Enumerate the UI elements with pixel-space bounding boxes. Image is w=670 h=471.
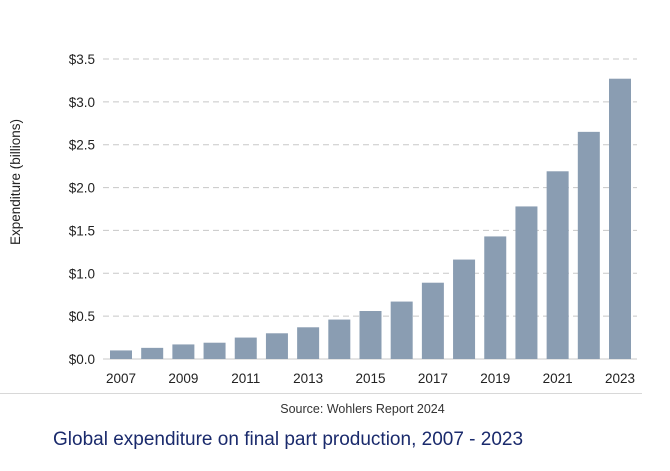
x-tick-label: 2015 <box>355 371 385 386</box>
y-tick-label: $0.5 <box>69 309 95 324</box>
bar-2015 <box>359 311 382 359</box>
divider <box>0 393 642 394</box>
bars <box>110 78 631 360</box>
bar-2014 <box>328 319 351 359</box>
y-axis-label: Expenditure (billions) <box>8 119 23 245</box>
y-tick-label: $3.0 <box>69 95 95 110</box>
bar-2020 <box>515 206 538 359</box>
x-tick-label: 2009 <box>168 371 198 386</box>
bar-2008 <box>141 347 164 359</box>
bar-2012 <box>265 333 288 359</box>
x-tick-label: 2017 <box>418 371 448 386</box>
bar-2021 <box>546 171 569 359</box>
y-tick-label: $2.0 <box>69 181 95 196</box>
y-tick-labels: $0.0 $0.5 $1.0 $1.5 $2.0 $2.5 $3.0 $3.5 <box>69 52 95 367</box>
y-tick-label: $2.5 <box>69 138 95 153</box>
bar-chart: $0.0$0.5$1.0$1.5$2.0$2.5$3.0$3.5 2007 200… <box>8 52 637 386</box>
bar-2019 <box>484 236 507 359</box>
x-tick-labels: 2007 2009 2011 2013 2015 2017 2019 2021 2023 <box>106 371 635 386</box>
bar-2011 <box>234 337 257 359</box>
x-tick-label: 2021 <box>543 371 573 386</box>
bar-2013 <box>297 327 320 359</box>
bar-2023 <box>609 78 631 360</box>
figure-caption: Global expenditure on final part product… <box>53 429 524 450</box>
y-tick-label: $1.5 <box>69 223 95 238</box>
y-tick-label: $0.0 <box>69 352 95 367</box>
bar-2018 <box>453 259 476 359</box>
x-tick-label: 2013 <box>293 371 323 386</box>
bar-2007 <box>110 350 132 359</box>
source-note: Source: Wohlers Report 2024 <box>280 402 445 416</box>
y-tick-label: $3.5 <box>69 52 95 67</box>
x-tick-label: 2019 <box>480 371 510 386</box>
bar-2017 <box>421 282 444 359</box>
bar-2009 <box>172 344 195 359</box>
x-tick-label: 2023 <box>605 371 635 386</box>
bar-2022 <box>577 131 600 359</box>
y-tick-label: $1.0 <box>69 266 95 281</box>
x-tick-label: 2007 <box>106 371 136 386</box>
bar-2010 <box>203 342 226 359</box>
bar-2016 <box>390 301 413 359</box>
x-tick-label: 2011 <box>231 371 260 386</box>
